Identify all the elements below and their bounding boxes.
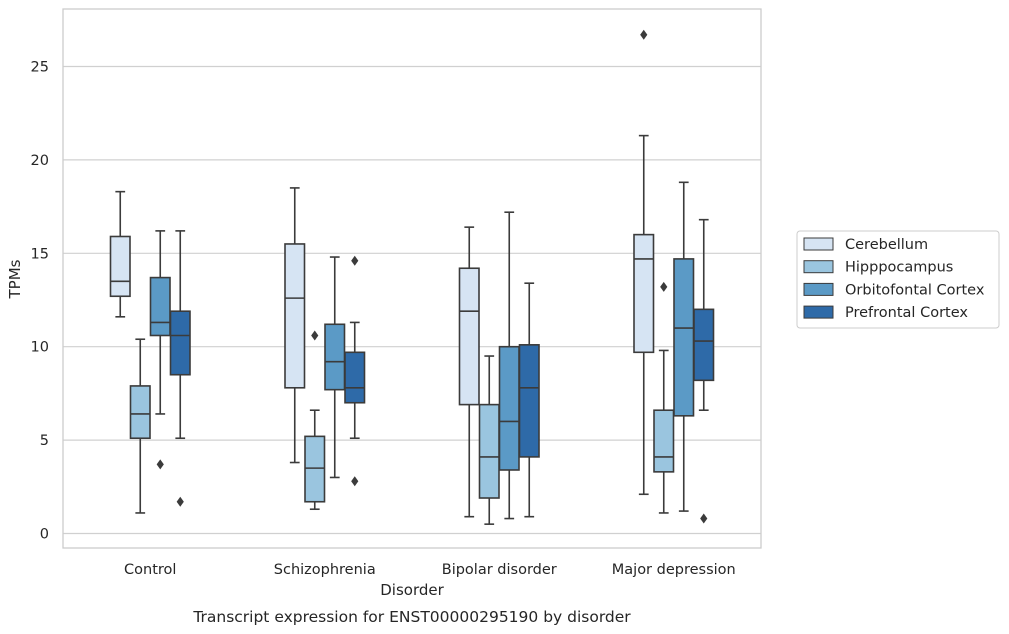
legend-swatch	[803, 260, 834, 274]
box-body	[478, 403, 500, 499]
box-body	[344, 351, 366, 404]
box-0-1	[129, 338, 151, 514]
y-tick-label: 15	[31, 246, 49, 262]
box-body	[633, 233, 655, 354]
box-body	[129, 385, 151, 440]
legend-label: Hipppocampus	[845, 260, 953, 276]
box-body	[458, 267, 480, 406]
box-0-0	[109, 190, 131, 318]
box-0-3	[169, 230, 191, 507]
box-body	[693, 308, 715, 382]
outlier-point	[156, 459, 164, 470]
box-body	[149, 276, 171, 337]
box-body	[498, 345, 520, 471]
box-1-3	[344, 255, 366, 487]
box-groups	[109, 29, 715, 525]
box-3-3	[693, 218, 715, 524]
box-body	[324, 323, 346, 391]
box-1-0	[284, 187, 306, 464]
x-tick-label: Schizophrenia	[274, 562, 376, 578]
legend-swatch	[803, 305, 834, 319]
box-2-0	[458, 226, 480, 518]
legend-swatch	[803, 282, 834, 296]
outlier-point	[700, 513, 708, 524]
x-tick-label: Major depression	[612, 562, 736, 578]
plot-frame	[62, 8, 762, 549]
box-body	[518, 344, 540, 458]
legend-label: Orbitofontal Cortex	[845, 282, 985, 298]
outlier-point	[176, 496, 184, 507]
legend: Cerebellum Hipppocampus Orbitofontal Corte…	[796, 230, 1000, 329]
outlier-point	[351, 476, 359, 487]
y-tick-label: 0	[40, 527, 49, 543]
box-1-2	[324, 256, 346, 479]
y-tick-label: 10	[31, 340, 49, 356]
box-2-1	[478, 355, 500, 525]
box-body	[109, 235, 131, 298]
box-2-3	[518, 282, 540, 518]
box-0-2	[149, 230, 171, 470]
box-3-2	[673, 181, 695, 512]
box-body	[169, 310, 191, 376]
outlier-point	[311, 330, 319, 341]
chart-caption: Transcript expression for ENST0000029519…	[192, 608, 631, 626]
box-2-2	[498, 211, 520, 520]
outlier-point	[660, 281, 668, 292]
y-axis-label: TPMs	[6, 259, 24, 299]
outlier-point	[351, 255, 359, 266]
x-tick-label: Bipolar disorder	[442, 562, 557, 578]
box-3-0	[633, 29, 655, 496]
outlier-point	[640, 29, 648, 40]
y-tick-label: 25	[31, 60, 49, 76]
x-axis-label: Disorder	[380, 581, 444, 599]
legend-frame	[796, 230, 1000, 329]
box-body	[284, 243, 306, 389]
y-tick-label: 5	[40, 433, 49, 449]
legend-label: Cerebellum	[845, 237, 928, 253]
y-tick-labels: 0 5 10 15 20 25	[31, 60, 49, 543]
legend-label: Prefrontal Cortex	[845, 305, 968, 321]
x-tick-label: Control	[124, 562, 176, 578]
box-3-1	[653, 281, 675, 514]
box-1-1	[304, 330, 326, 511]
box-body	[673, 258, 695, 417]
legend-swatch	[803, 237, 834, 251]
y-tick-label: 20	[31, 153, 49, 169]
box-body	[304, 435, 326, 503]
box-body	[653, 409, 675, 473]
x-tick-labels: Control Schizophrenia Bipolar disorder Majo…	[124, 562, 736, 578]
